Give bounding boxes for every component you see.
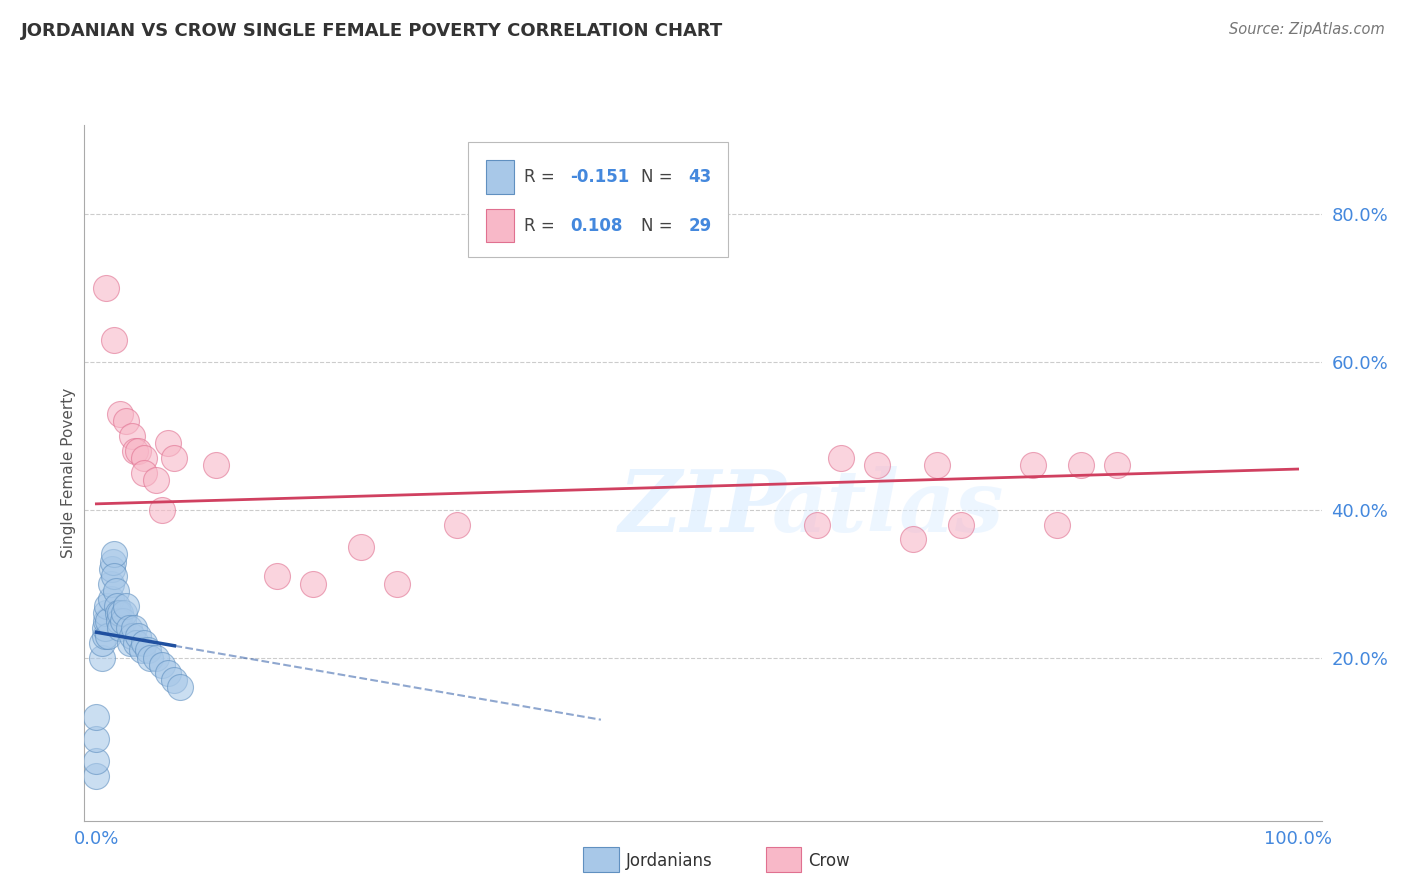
Point <box>86 769 108 783</box>
Point <box>950 517 973 532</box>
Point <box>266 569 288 583</box>
Point <box>86 710 108 724</box>
Point <box>121 629 143 643</box>
Point <box>124 443 146 458</box>
Point <box>97 614 120 628</box>
Point <box>134 450 156 465</box>
Point <box>145 473 167 487</box>
Text: -0.151: -0.151 <box>571 168 630 186</box>
Text: 43: 43 <box>688 168 711 186</box>
Point <box>101 562 124 576</box>
Point <box>139 650 162 665</box>
Point <box>830 450 852 465</box>
Point <box>127 629 149 643</box>
Point <box>152 502 174 516</box>
Point <box>108 614 131 628</box>
Point <box>86 755 108 769</box>
Point <box>806 517 828 532</box>
Point <box>127 443 149 458</box>
Point <box>96 599 118 613</box>
Text: atlas: atlas <box>772 466 1005 549</box>
Point <box>1107 458 1129 473</box>
Point <box>446 517 468 532</box>
Point <box>118 621 141 635</box>
Point <box>111 614 134 628</box>
Point <box>97 629 120 643</box>
Point <box>105 599 128 613</box>
Point <box>110 407 132 421</box>
Point <box>157 665 180 680</box>
Point <box>145 650 167 665</box>
Text: N =: N = <box>641 217 678 235</box>
Point <box>1022 458 1045 473</box>
Text: R =: R = <box>523 217 560 235</box>
Text: R =: R = <box>523 168 560 186</box>
Point <box>927 458 949 473</box>
Point <box>103 547 125 561</box>
Point <box>134 466 156 480</box>
Point <box>163 450 186 465</box>
Point <box>157 436 180 450</box>
Point <box>125 636 148 650</box>
Point <box>1046 517 1069 532</box>
Point <box>118 636 141 650</box>
Text: 0.108: 0.108 <box>571 217 623 235</box>
Point <box>91 650 114 665</box>
FancyBboxPatch shape <box>486 161 513 194</box>
Point <box>903 533 925 547</box>
Point <box>100 591 122 606</box>
Point <box>86 732 108 747</box>
Point <box>163 673 186 687</box>
FancyBboxPatch shape <box>486 209 513 243</box>
Point <box>107 607 129 621</box>
Point <box>100 576 122 591</box>
Text: 29: 29 <box>688 217 711 235</box>
Point <box>110 607 132 621</box>
Point <box>115 599 138 613</box>
Text: N =: N = <box>641 168 678 186</box>
Text: JORDANIAN VS CROW SINGLE FEMALE POVERTY CORRELATION CHART: JORDANIAN VS CROW SINGLE FEMALE POVERTY … <box>21 22 723 40</box>
Y-axis label: Single Female Poverty: Single Female Poverty <box>60 388 76 558</box>
Point <box>152 658 174 673</box>
Point <box>1070 458 1092 473</box>
Point <box>385 576 408 591</box>
Point <box>134 636 156 650</box>
Point <box>112 607 135 621</box>
Point <box>115 414 138 428</box>
Text: ZIP: ZIP <box>619 466 787 549</box>
Text: Crow: Crow <box>808 852 851 870</box>
Point <box>94 621 117 635</box>
Point <box>121 429 143 443</box>
Point <box>169 681 191 695</box>
Text: Source: ZipAtlas.com: Source: ZipAtlas.com <box>1229 22 1385 37</box>
Point <box>94 614 117 628</box>
Point <box>110 621 132 635</box>
Text: Jordanians: Jordanians <box>626 852 713 870</box>
FancyBboxPatch shape <box>468 142 728 257</box>
Point <box>103 555 125 569</box>
Point <box>94 281 117 295</box>
Point <box>94 607 117 621</box>
Point <box>94 629 117 643</box>
Point <box>301 576 323 591</box>
Point <box>122 621 145 635</box>
Point <box>205 458 228 473</box>
Point <box>103 569 125 583</box>
Point <box>91 636 114 650</box>
Point <box>131 643 153 657</box>
Point <box>866 458 889 473</box>
Point <box>104 584 127 599</box>
Point <box>350 540 373 554</box>
Point <box>136 643 159 657</box>
Point <box>103 333 125 347</box>
